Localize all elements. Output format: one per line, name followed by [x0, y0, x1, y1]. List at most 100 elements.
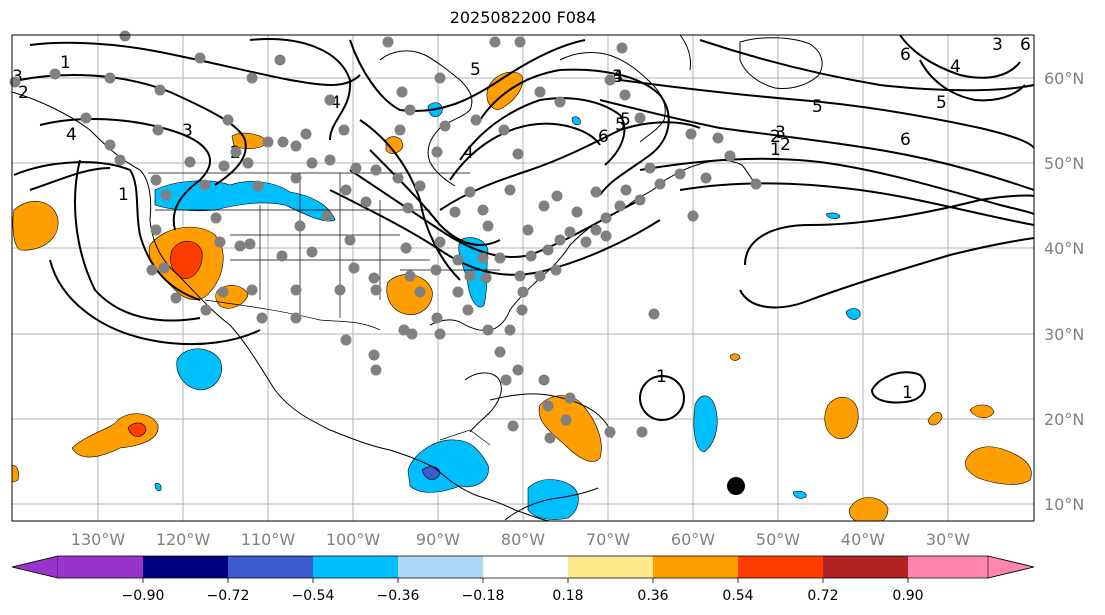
station-marker	[152, 124, 164, 136]
station-marker	[160, 189, 172, 201]
station-marker	[170, 292, 182, 304]
station-marker	[277, 136, 289, 148]
contour-label: 3	[992, 35, 1003, 55]
lon-label: 90°W	[416, 530, 460, 549]
anomaly-area	[927, 411, 943, 426]
colorbar-segment	[313, 556, 398, 578]
lat-label: 10°N	[1044, 495, 1084, 514]
station-marker	[542, 400, 554, 412]
station-marker	[464, 186, 476, 198]
station-marker	[452, 286, 464, 298]
station-marker	[146, 264, 158, 276]
station-marker	[290, 140, 302, 152]
station-marker	[434, 328, 446, 340]
contour-label: 6	[900, 45, 911, 65]
station-marker	[604, 74, 616, 86]
colorbar-tick-label: −0.18	[462, 588, 505, 604]
colorbar-tick-label: 0.90	[892, 588, 923, 604]
anomaly-area	[845, 308, 861, 320]
station-marker	[514, 270, 526, 282]
contour-label: 2	[780, 135, 791, 155]
station-marker	[750, 178, 762, 190]
contour-label: 1	[60, 53, 71, 73]
station-marker	[554, 96, 566, 108]
anomaly-area	[385, 136, 404, 154]
station-marker	[158, 262, 170, 274]
station-marker	[687, 210, 699, 222]
station-marker	[504, 324, 516, 336]
station-marker	[210, 212, 222, 224]
lon-label: 130°W	[71, 530, 126, 549]
station-marker	[402, 202, 414, 214]
station-marker	[494, 346, 506, 358]
station-marker	[300, 128, 312, 140]
station-marker	[514, 36, 526, 48]
station-marker	[368, 272, 380, 284]
station-marker	[512, 148, 524, 160]
anomaly-area	[176, 348, 222, 391]
station-marker	[590, 224, 602, 236]
station-marker	[504, 184, 516, 196]
station-marker	[218, 160, 230, 172]
map-title: 2025082200 F084	[449, 8, 597, 27]
station-marker	[525, 250, 537, 262]
station-marker	[294, 220, 306, 232]
station-marker	[348, 262, 360, 274]
station-marker	[477, 204, 489, 216]
station-marker	[614, 200, 626, 212]
anomaly-area	[527, 479, 579, 520]
station-marker	[434, 72, 446, 84]
station-marker	[554, 234, 566, 246]
station-marker	[400, 242, 412, 254]
station-marker	[560, 414, 572, 426]
station-marker	[404, 270, 416, 282]
lon-label: 120°W	[156, 530, 211, 549]
station-marker	[482, 324, 494, 336]
colorbar-tick-label: −0.54	[292, 588, 335, 604]
station-marker	[590, 186, 602, 198]
contour-label: 6	[1020, 35, 1031, 55]
longitude-labels: 130°W 120°W 110°W 100°W 90°W 80°W 70°W 6…	[71, 530, 970, 549]
station-marker	[700, 172, 712, 184]
station-marker	[246, 72, 258, 84]
contour-label: 4	[950, 57, 961, 77]
station-marker	[214, 236, 226, 248]
contour-label: 4	[612, 67, 623, 87]
anomaly-area	[965, 446, 1032, 485]
station-marker	[104, 139, 116, 151]
colorbar-segment	[823, 556, 908, 578]
lon-label: 80°W	[501, 530, 545, 549]
anomaly-area	[571, 116, 581, 126]
station-marker	[462, 304, 474, 316]
station-marker	[620, 184, 632, 196]
contour-label-group: 1 2 3 4 5 6 1 2 3 4 5 6 1 1 4 3 5 6 5 4 …	[12, 35, 1031, 403]
storm-marker	[727, 477, 745, 495]
lon-label: 30°W	[926, 530, 970, 549]
station-marker	[634, 194, 646, 206]
anomaly-area	[969, 404, 995, 419]
station-marker	[344, 234, 356, 246]
contour-label: 4	[463, 143, 474, 163]
station-marker	[522, 224, 534, 236]
colorbar-segment	[228, 556, 313, 578]
station-marker	[564, 226, 576, 238]
station-markers	[9, 30, 762, 444]
station-marker	[544, 432, 556, 444]
contour-label: 6	[900, 130, 911, 150]
station-marker	[404, 104, 416, 116]
station-marker	[360, 196, 372, 208]
anomaly-area	[729, 353, 741, 361]
station-marker	[452, 254, 464, 266]
anomaly-area	[792, 490, 807, 499]
contour-label: 1	[902, 383, 913, 403]
colorbar-segment	[398, 556, 483, 578]
anomaly-area	[407, 439, 489, 493]
station-marker	[600, 230, 612, 242]
station-marker	[654, 178, 666, 190]
station-marker	[430, 264, 442, 276]
contour-label: 5	[936, 93, 947, 113]
contour-label: 3	[775, 123, 786, 143]
contour-lines	[13, 34, 1035, 421]
colorbar-tick-label: 0.54	[722, 588, 753, 604]
